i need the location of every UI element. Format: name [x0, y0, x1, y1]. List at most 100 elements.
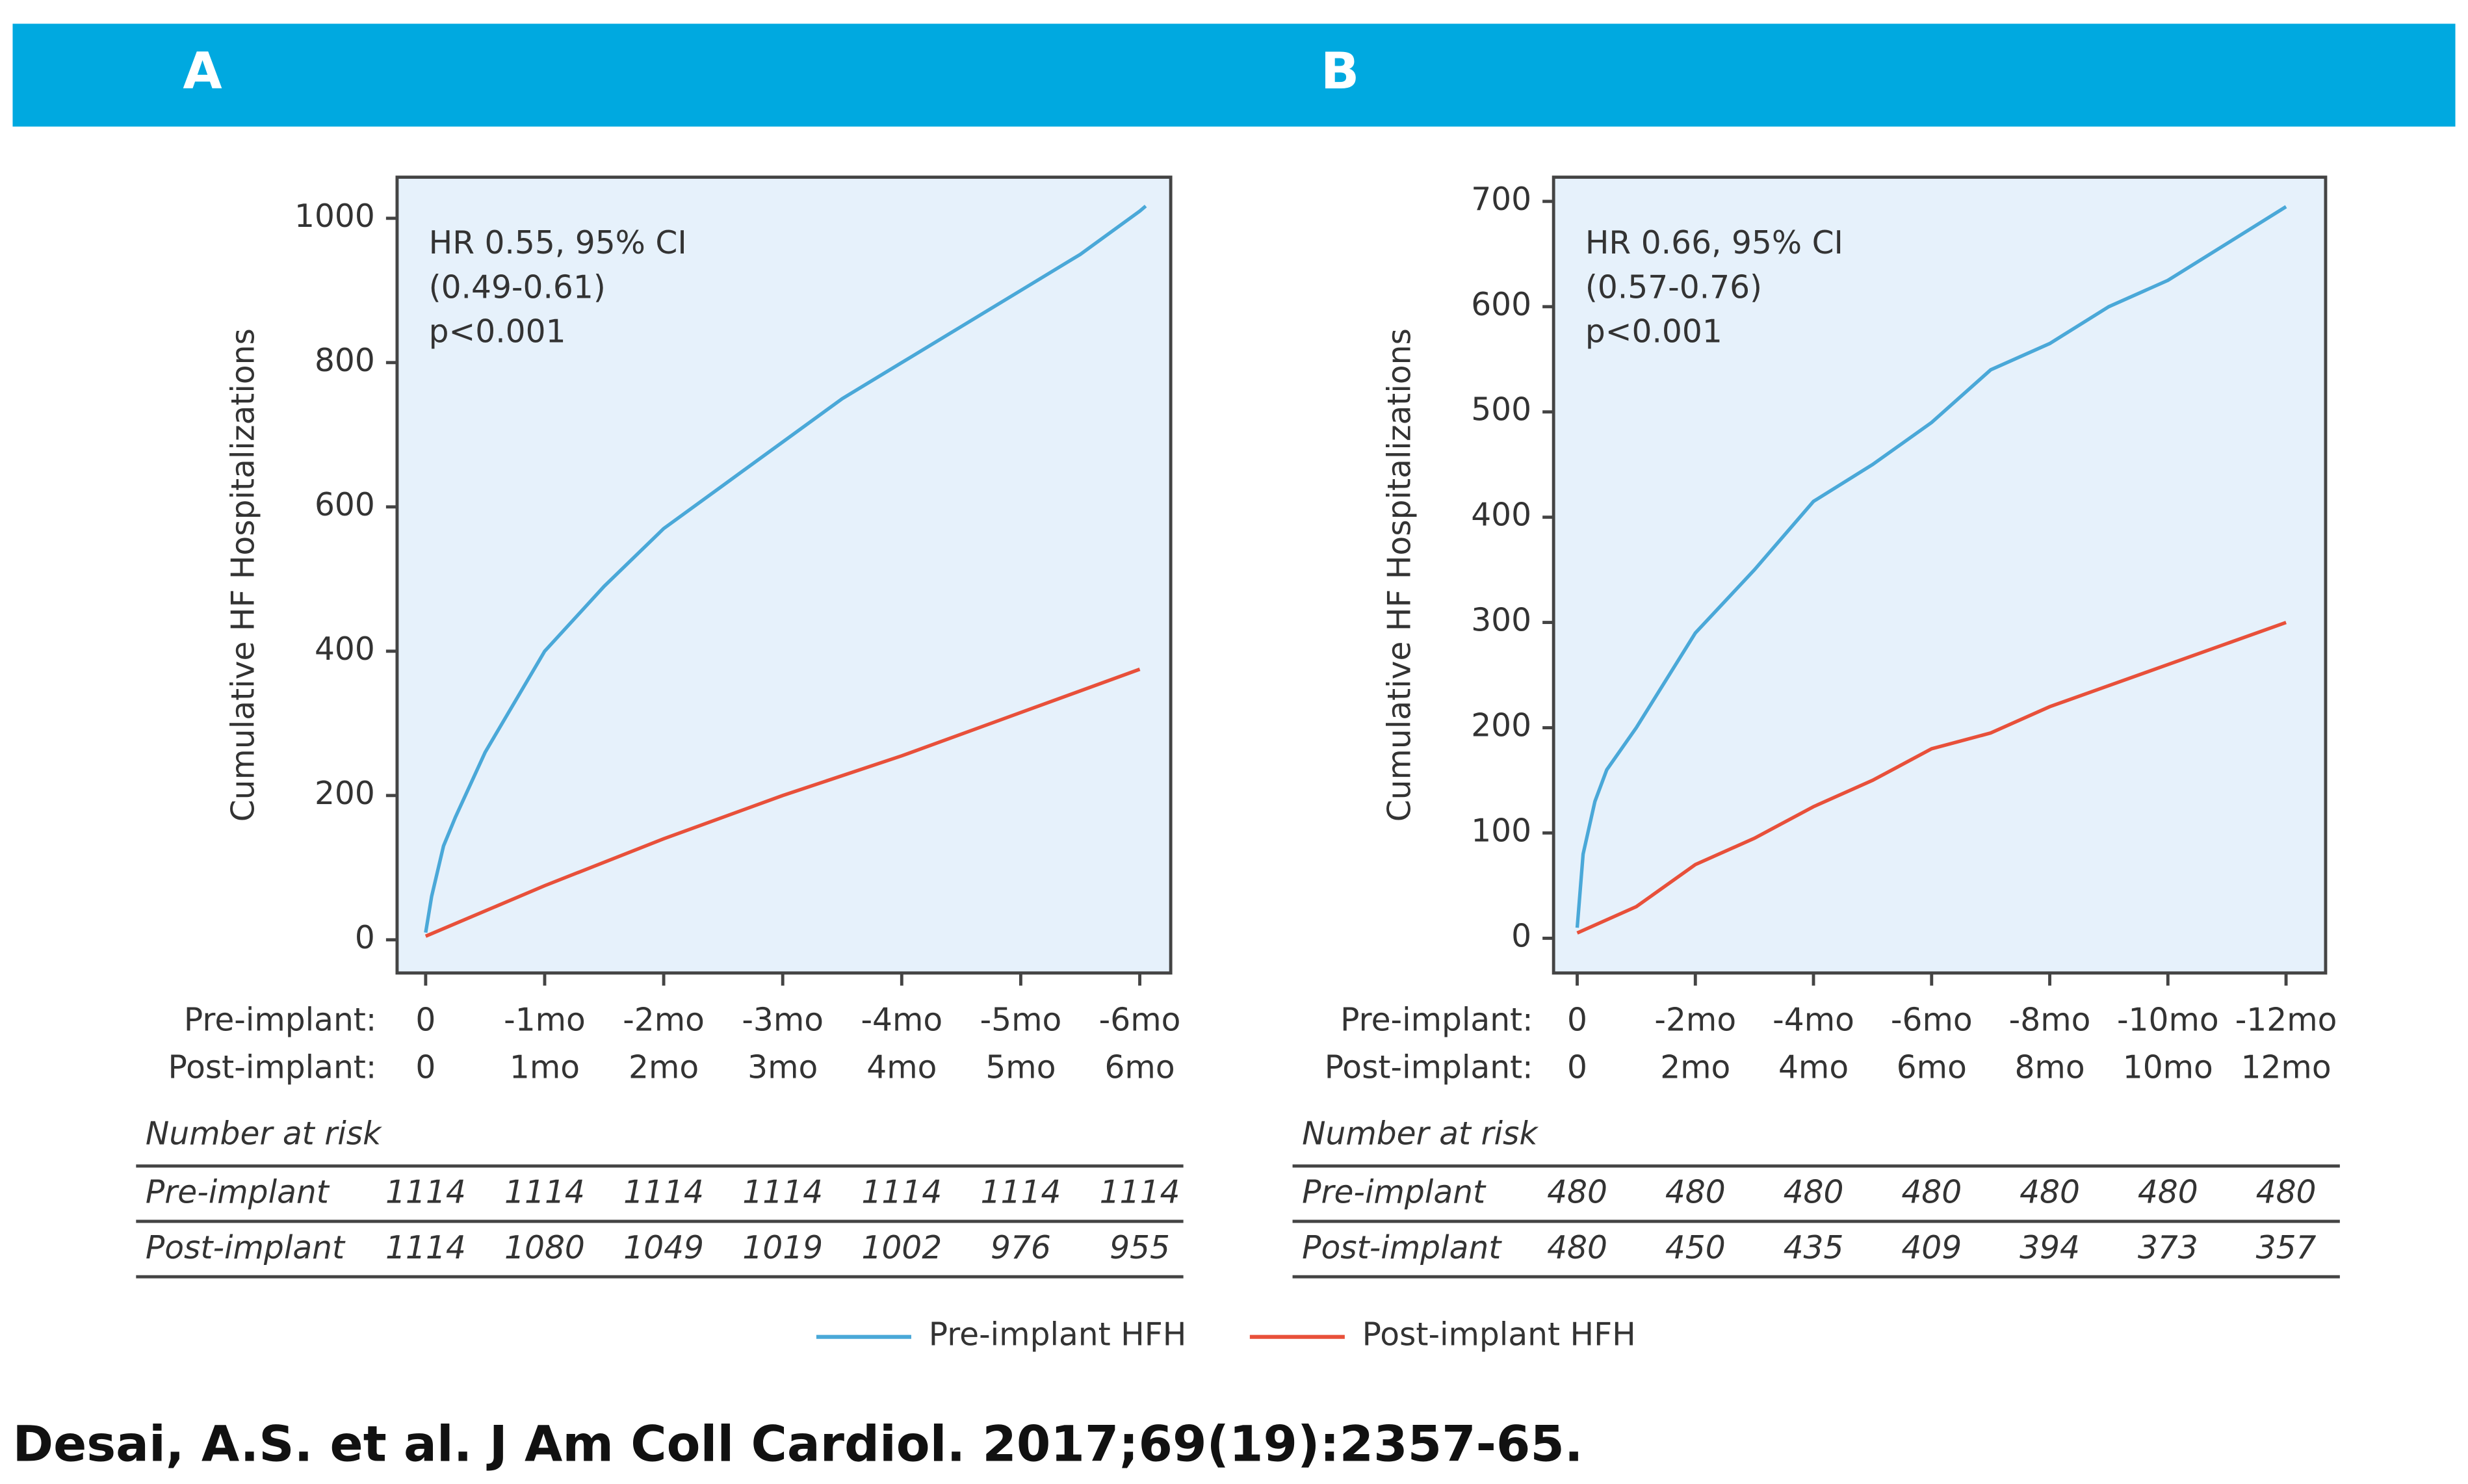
x-tick-label: 2mo: [1660, 1049, 1730, 1086]
risk-value: 480: [2020, 1175, 2080, 1211]
x-tick-label: 10mo: [2123, 1049, 2213, 1086]
y-tick-label: 400: [315, 631, 375, 668]
x-tick-label: -4mo: [1773, 1002, 1854, 1038]
risk-value: 1049: [623, 1230, 704, 1266]
series-line: [1576, 621, 2287, 935]
x-row-name: Post-implant:: [1325, 1049, 1533, 1086]
x-tick-label: 0: [1567, 1049, 1587, 1086]
x-tick-label: 3mo: [747, 1049, 818, 1086]
risk-value: 976: [991, 1230, 1051, 1266]
risk-value: 480: [1547, 1175, 1607, 1211]
y-axis-label: Cumulative HF Hospitalizations: [225, 328, 261, 822]
panel-label: A: [183, 42, 222, 101]
y-tick-label: 200: [1471, 708, 1531, 744]
risk-value: 1114: [385, 1230, 466, 1266]
x-tick-label: -2mo: [1654, 1002, 1736, 1038]
citation: Desai, A.S. et al. J Am Coll Cardiol. 20…: [12, 1416, 1583, 1473]
y-tick-label: 1000: [294, 198, 375, 235]
plot-area: [1552, 176, 2328, 975]
x-tick-label: -2mo: [623, 1002, 705, 1038]
x-tick-label: 6mo: [1897, 1049, 1967, 1086]
risk-value: 1114: [861, 1175, 942, 1211]
x-tick-label: -8mo: [2009, 1002, 2091, 1038]
risk-value: 1114: [504, 1175, 585, 1211]
x-tick-label: -10mo: [2117, 1002, 2219, 1038]
risk-value: 480: [1665, 1175, 1726, 1211]
y-tick-label: 0: [1511, 918, 1531, 954]
risk-row-name: Pre-implant: [1302, 1175, 1487, 1211]
y-tick-label: 500: [1471, 392, 1531, 428]
risk-value: 394: [2020, 1230, 2080, 1266]
x-tick-label: 5mo: [985, 1049, 1056, 1086]
panel-label: B: [1321, 42, 1359, 101]
series-line: [1575, 205, 2287, 928]
x-tick-label: 1mo: [510, 1049, 580, 1086]
x-tick-label: -6mo: [1099, 1002, 1181, 1038]
y-tick-label: 700: [1471, 181, 1531, 218]
risk-title: Number at risk: [146, 1116, 382, 1152]
series-line: [424, 668, 1141, 938]
risk-value: 1114: [1100, 1175, 1180, 1211]
risk-value: 480: [2256, 1175, 2317, 1211]
risk-value: 450: [1665, 1230, 1726, 1266]
y-tick-label: 800: [315, 343, 375, 379]
y-tick-label: 200: [315, 775, 375, 812]
y-tick-label: 600: [1471, 287, 1531, 323]
risk-value: 1019: [742, 1230, 823, 1266]
y-tick-label: 400: [1471, 497, 1531, 534]
risk-value: 1114: [623, 1175, 704, 1211]
risk-value: 1114: [742, 1175, 823, 1211]
header-bar: [12, 23, 2456, 127]
x-tick-label: -12mo: [2235, 1002, 2337, 1038]
risk-title: Number at risk: [1302, 1116, 1539, 1152]
annotation: HR 0.66, 95% CI: [1585, 225, 1843, 261]
risk-value: 373: [2138, 1230, 2198, 1266]
risk-row-name: Post-implant: [146, 1230, 346, 1266]
risk-value: 1114: [385, 1175, 466, 1211]
x-tick-label: 0: [415, 1049, 435, 1086]
risk-value: 357: [2256, 1230, 2317, 1266]
risk-value: 480: [1547, 1230, 1607, 1266]
risk-value: 480: [1901, 1175, 1962, 1211]
risk-value: 480: [1784, 1175, 1844, 1211]
x-tick-label: -4mo: [861, 1002, 942, 1038]
risk-value: 1002: [861, 1230, 942, 1266]
risk-value: 435: [1784, 1230, 1844, 1266]
plot-area: [395, 176, 1173, 975]
y-tick-label: 0: [355, 920, 375, 956]
x-tick-label: -3mo: [742, 1002, 824, 1038]
x-tick-label: 6mo: [1104, 1049, 1175, 1086]
legend-label: Post-implant HFH: [1362, 1317, 1636, 1353]
annotation: p<0.001: [429, 314, 566, 350]
risk-value: 1080: [504, 1230, 585, 1266]
x-tick-label: -6mo: [1891, 1002, 1973, 1038]
x-tick-label: 8mo: [2014, 1049, 2085, 1086]
y-axis-label: Cumulative HF Hospitalizations: [1382, 328, 1418, 822]
x-row-name: Pre-implant:: [1340, 1002, 1533, 1038]
x-tick-label: -1mo: [504, 1002, 586, 1038]
y-tick-label: 100: [1471, 813, 1531, 849]
x-tick-label: 12mo: [2241, 1049, 2332, 1086]
x-tick-label: 0: [415, 1002, 435, 1038]
x-tick-label: 2mo: [629, 1049, 699, 1086]
y-tick-label: 300: [1471, 603, 1531, 639]
annotation: (0.57-0.76): [1585, 269, 1762, 306]
x-row-name: Pre-implant:: [184, 1002, 376, 1038]
legend-label: Pre-implant HFH: [929, 1317, 1187, 1353]
annotation: (0.49-0.61): [429, 269, 606, 306]
x-tick-label: -5mo: [980, 1002, 1062, 1038]
risk-row-name: Post-implant: [1302, 1230, 1502, 1266]
risk-value: 409: [1901, 1230, 1962, 1266]
annotation: HR 0.55, 95% CI: [429, 225, 687, 261]
y-tick-label: 600: [315, 487, 375, 523]
x-tick-label: 0: [1567, 1002, 1587, 1038]
x-tick-label: 4mo: [866, 1049, 937, 1086]
x-tick-label: 4mo: [1778, 1049, 1849, 1086]
annotation: p<0.001: [1585, 314, 1722, 350]
x-row-name: Post-implant:: [168, 1049, 376, 1086]
risk-value: 955: [1110, 1230, 1170, 1266]
series-line: [424, 204, 1147, 933]
risk-row-name: Pre-implant: [146, 1175, 330, 1211]
